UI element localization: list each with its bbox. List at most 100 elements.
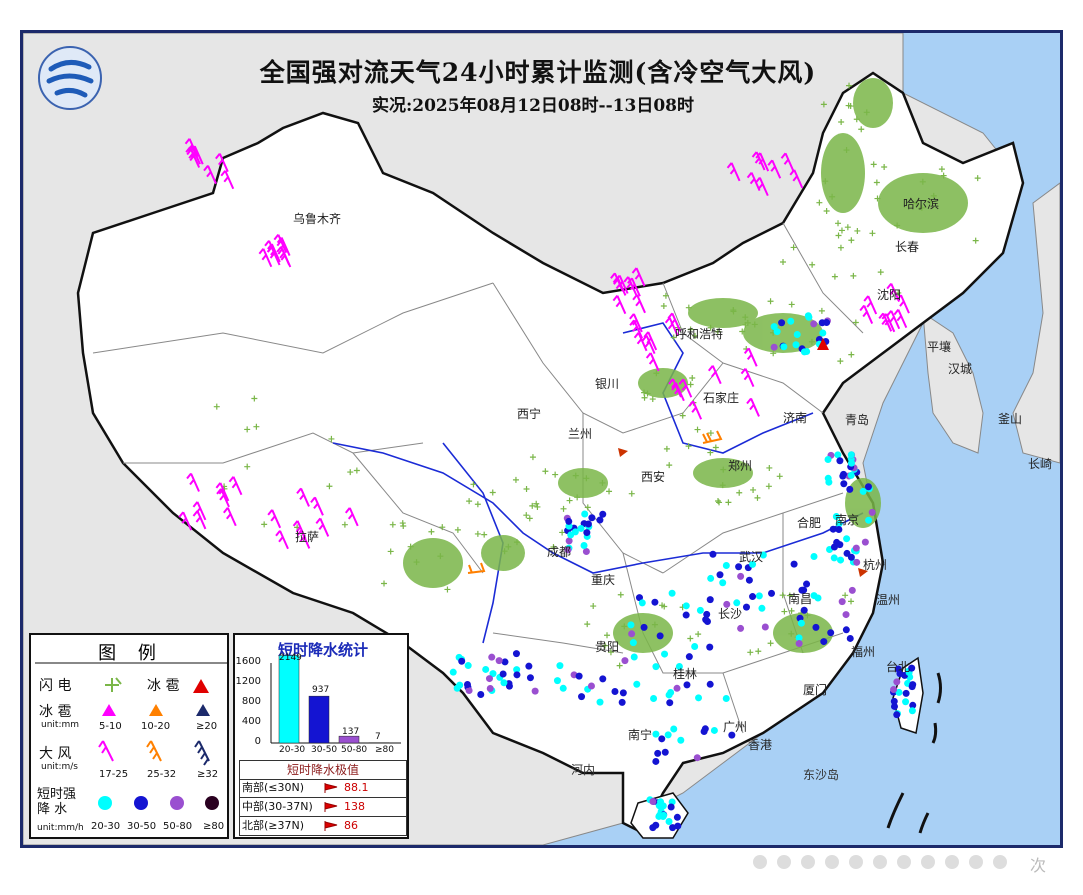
bar-value-label: 937 bbox=[312, 685, 330, 695]
wind-barb bbox=[755, 177, 769, 197]
legend-sym-label: 50-80 bbox=[163, 821, 193, 832]
city-label: 武汉 bbox=[739, 550, 764, 564]
bar-20-30 bbox=[278, 655, 300, 744]
wind-barb bbox=[612, 276, 627, 296]
rain-dot bbox=[840, 480, 848, 488]
lightning-mark bbox=[326, 483, 333, 490]
legend-sym-label: 30-50 bbox=[127, 821, 157, 832]
lightning-mark bbox=[606, 488, 613, 495]
city-label: 南京 bbox=[835, 513, 860, 527]
rain-dot bbox=[665, 817, 673, 825]
flag-icon bbox=[324, 802, 338, 812]
wind-barb bbox=[178, 511, 193, 531]
rain-20-30-icon bbox=[98, 796, 112, 810]
rain-dot bbox=[640, 623, 648, 631]
nine-dash-line bbox=[886, 672, 942, 834]
rain-dot bbox=[840, 470, 848, 478]
extreme-value: 88.1 bbox=[344, 781, 369, 794]
lightning-mark bbox=[844, 224, 851, 231]
rain-dot bbox=[792, 341, 800, 349]
rain-dot bbox=[661, 748, 669, 756]
hail-icon bbox=[193, 679, 209, 693]
rain-dot bbox=[682, 611, 690, 619]
lightning-mark bbox=[744, 319, 751, 326]
city-label: 南昌 bbox=[788, 592, 813, 606]
extreme-region: 中部(30-37N) bbox=[242, 800, 313, 813]
rain-dot bbox=[700, 728, 708, 736]
rain-dot bbox=[621, 657, 629, 665]
wind-barb bbox=[643, 331, 658, 351]
lightning-mark bbox=[687, 326, 694, 333]
lightning-mark bbox=[679, 412, 686, 419]
city-label: 沈阳 bbox=[877, 288, 902, 302]
rain-dot bbox=[482, 665, 490, 673]
rain-dot bbox=[843, 535, 851, 543]
rain-dot bbox=[846, 485, 854, 493]
rain-dot bbox=[749, 593, 757, 601]
wind-barb bbox=[668, 378, 682, 398]
rain-dot bbox=[656, 811, 664, 819]
japan bbox=[1012, 182, 1060, 464]
rain-dot bbox=[500, 679, 508, 687]
lightning-mark bbox=[714, 328, 721, 335]
rain-dot bbox=[658, 735, 666, 743]
lightning-mark bbox=[847, 103, 854, 110]
rain-dot bbox=[823, 319, 831, 327]
rain-dot bbox=[800, 348, 808, 356]
rain-dot bbox=[531, 687, 539, 695]
rain-dot bbox=[737, 624, 745, 632]
rain-dot bbox=[890, 686, 898, 694]
wind-barb bbox=[746, 397, 760, 417]
bar-value-label: 2149 bbox=[279, 653, 302, 663]
wind-barb bbox=[216, 488, 230, 508]
lightning-mark bbox=[529, 454, 536, 461]
rain-dot bbox=[673, 684, 681, 692]
rain-dot bbox=[513, 666, 521, 674]
rain-dot bbox=[489, 670, 497, 678]
rain-dot bbox=[564, 546, 572, 554]
lightning-mark bbox=[617, 591, 624, 598]
rain-dot bbox=[835, 526, 843, 534]
rain-dot bbox=[890, 702, 898, 710]
lightning-mark bbox=[707, 449, 714, 456]
lightning-mark bbox=[848, 351, 855, 358]
rain-dot bbox=[499, 670, 507, 678]
lightning-mark bbox=[559, 529, 566, 536]
lightning-mark bbox=[653, 370, 660, 377]
rain-dot bbox=[580, 541, 588, 549]
lightning-mark bbox=[550, 543, 557, 550]
wind-17-25-icon bbox=[98, 740, 114, 762]
rain-dot bbox=[588, 514, 596, 522]
lightning-mark bbox=[353, 467, 360, 474]
city-label: 杭州 bbox=[863, 558, 888, 572]
lightning-mark bbox=[651, 621, 658, 628]
lightning-mark bbox=[852, 319, 859, 326]
rain-dot bbox=[829, 525, 837, 533]
province-borders bbox=[92, 222, 864, 734]
wind-barb bbox=[886, 310, 901, 330]
rain-dot bbox=[693, 754, 701, 762]
rain-dot bbox=[733, 599, 741, 607]
rain-dot bbox=[909, 681, 917, 689]
rain-dot bbox=[810, 553, 818, 561]
lightning-mark bbox=[854, 227, 861, 234]
city-label: 平壤 bbox=[927, 340, 952, 354]
rain-dot bbox=[820, 638, 828, 646]
lightning-mark bbox=[767, 640, 774, 647]
rain-dot bbox=[664, 731, 672, 739]
rain-dot bbox=[719, 579, 727, 587]
lightning-mark bbox=[820, 101, 827, 108]
rain-dot bbox=[635, 594, 643, 602]
y-tick-label: 1200 bbox=[235, 676, 261, 687]
lightning-mark bbox=[687, 381, 694, 388]
lightning-mark bbox=[870, 161, 877, 168]
rain-dot bbox=[908, 707, 916, 715]
rain-dot bbox=[485, 675, 493, 683]
lightning-mark bbox=[341, 521, 348, 528]
rain-dot bbox=[847, 471, 855, 479]
legend-label-hail: 冰 雹 bbox=[39, 704, 72, 720]
rain-dot bbox=[583, 529, 591, 537]
rain-dot bbox=[633, 680, 641, 688]
rain-dot bbox=[575, 672, 583, 680]
lightning-mark bbox=[513, 539, 520, 546]
